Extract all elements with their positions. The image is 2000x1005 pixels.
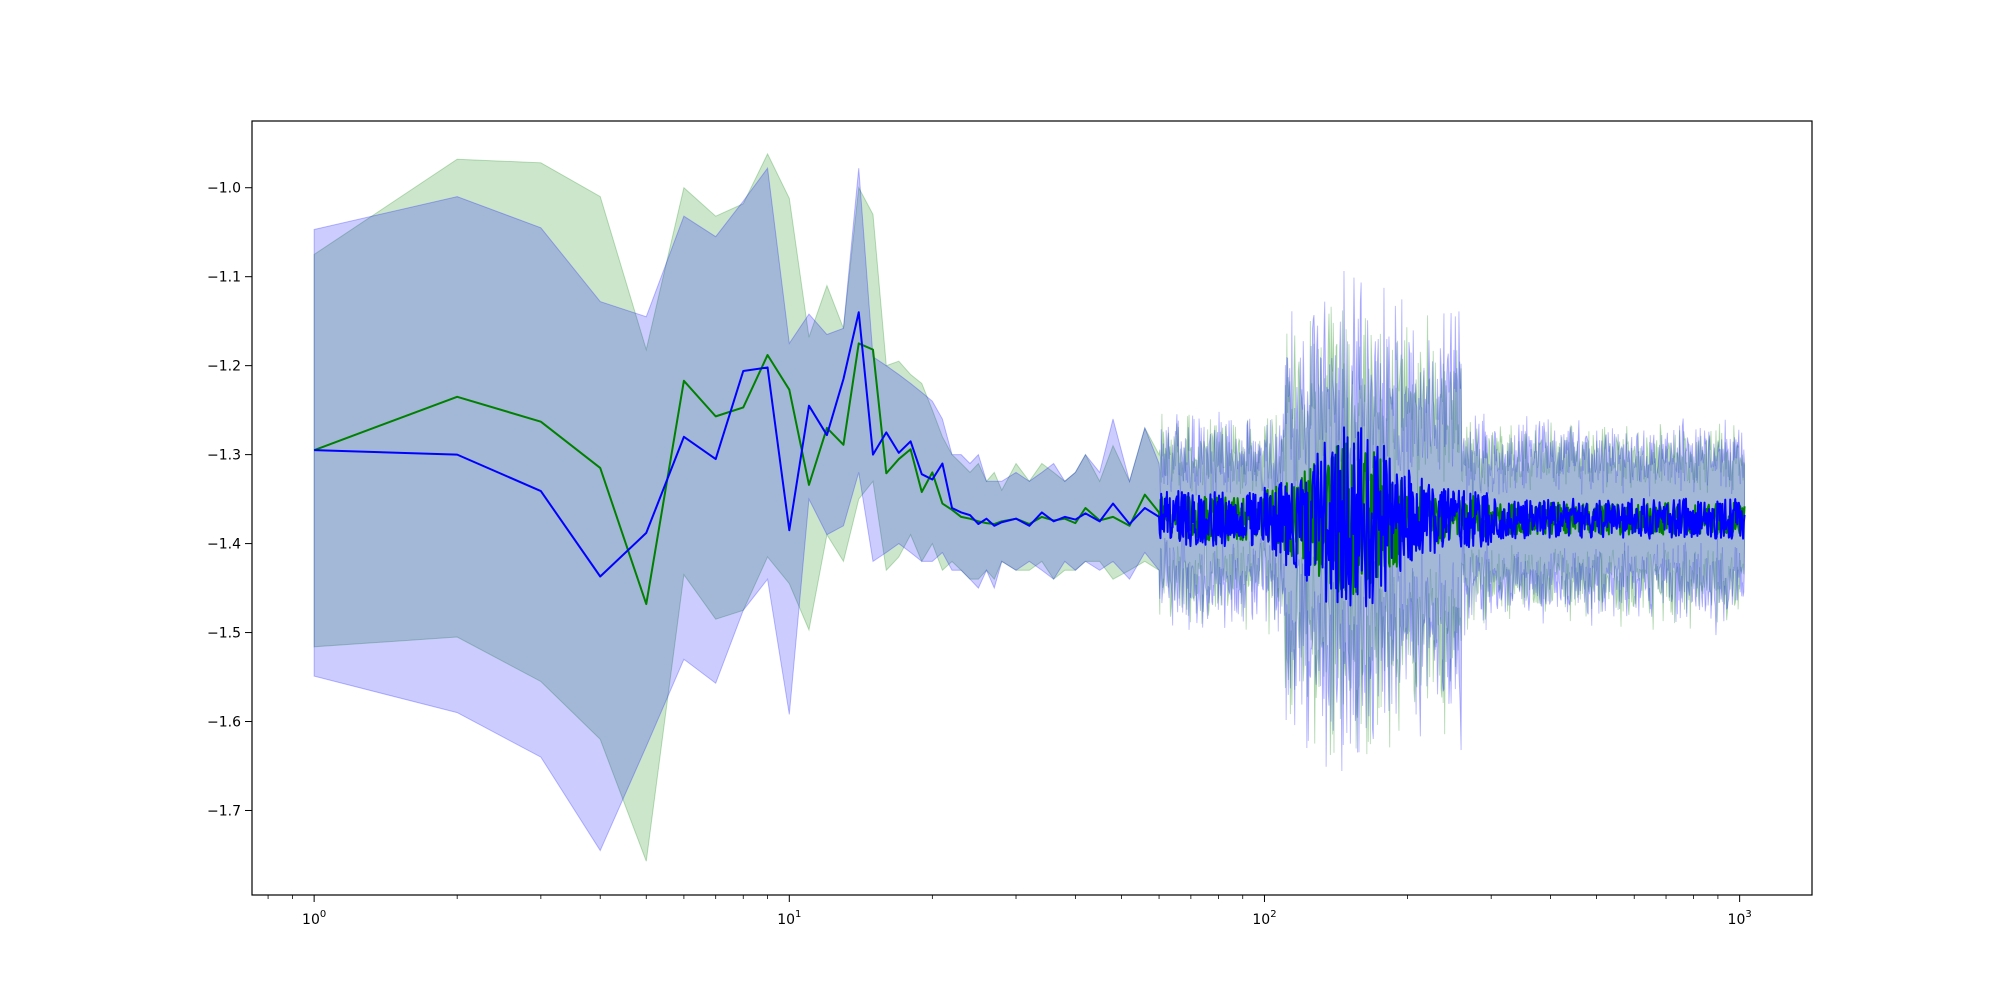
x-tick-label: 103 xyxy=(1728,909,1752,928)
lines-layer xyxy=(313,311,1746,608)
series-1-band xyxy=(313,152,1746,862)
axes-frame xyxy=(251,120,1813,896)
y-tick-label: −1.5 xyxy=(207,626,241,642)
y-tick-label: −1.4 xyxy=(207,537,241,553)
series-2-line xyxy=(314,311,1746,608)
y-tick-label: −1.3 xyxy=(207,448,241,464)
y-tick-label: −1.1 xyxy=(207,270,241,286)
y-tick-label: −1.7 xyxy=(207,803,241,819)
x-tick-label: 100 xyxy=(302,909,326,928)
y-tick-label: −1.2 xyxy=(207,359,241,375)
x-tick-label: 102 xyxy=(1252,909,1276,928)
ticks-layer: 100 101 102 103 −1.0 −1.1 −1.2 −1.3 −1.4 −1.5 −1.6… xyxy=(207,181,1752,928)
x-tick-label: 101 xyxy=(777,909,801,928)
y-tick-label: −1.6 xyxy=(207,715,241,731)
y-tick-label: −1.0 xyxy=(207,181,241,197)
